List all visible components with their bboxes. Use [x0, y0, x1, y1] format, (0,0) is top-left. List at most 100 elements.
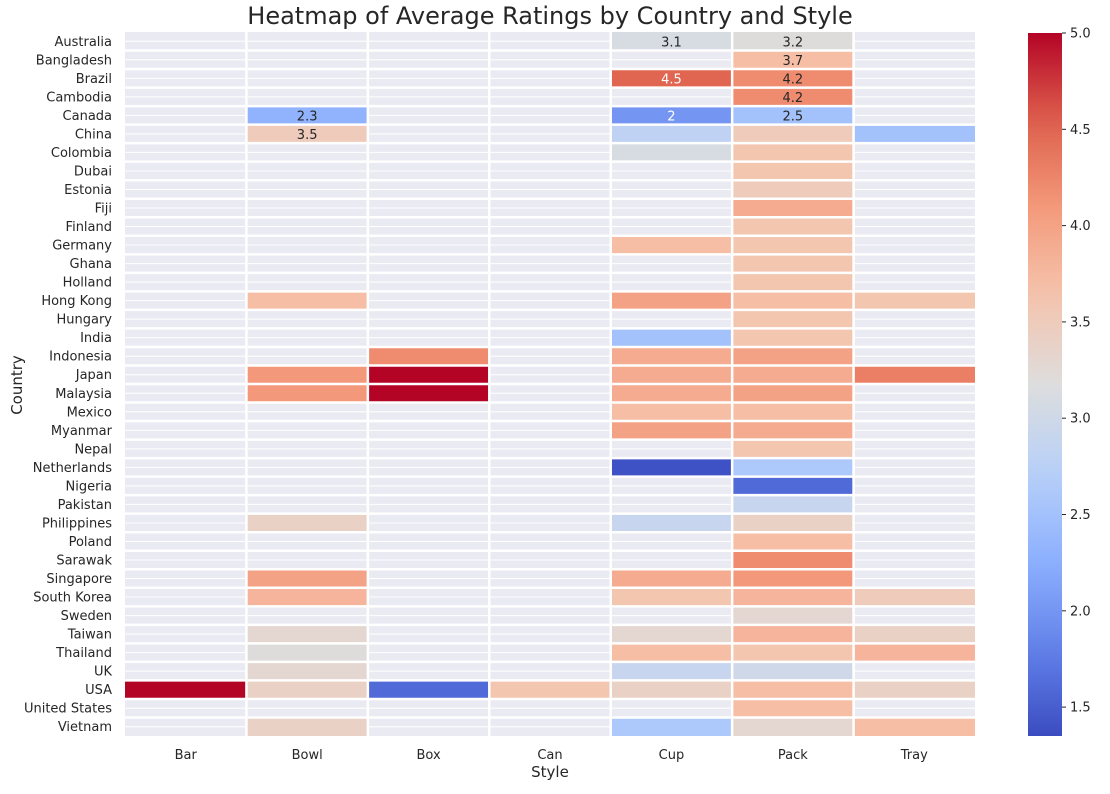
y-tick-label: Dubai	[74, 164, 112, 179]
cell-annotation: 4.2	[783, 72, 804, 87]
heatmap-cell	[246, 106, 368, 125]
heatmap-cell	[732, 458, 854, 477]
heatmap-cell	[853, 124, 975, 144]
heatmap-cell	[732, 272, 854, 292]
y-tick-label: Singapore	[46, 572, 112, 587]
heatmap-cell	[610, 235, 733, 255]
y-axis-label: Country	[8, 355, 26, 415]
y-tick-label: Holland	[63, 276, 112, 291]
y-tick-label: United States	[24, 702, 112, 717]
cell-annotation: 4.2	[783, 91, 804, 106]
y-tick-label: India	[80, 331, 112, 346]
y-tick-label: Japan	[75, 368, 112, 383]
colorbar-tick-label: 5.0	[1070, 27, 1091, 42]
heatmap-cell	[732, 309, 854, 329]
y-tick-label: Fiji	[95, 202, 112, 217]
heatmap-cell	[246, 384, 368, 403]
heatmap-cell	[367, 365, 490, 384]
heatmap-cell	[246, 124, 368, 144]
y-tick-label: Vietnam	[58, 720, 112, 735]
y-tick-label: Indonesia	[49, 350, 112, 365]
heatmap-cell	[732, 69, 854, 88]
heatmap-cell	[610, 124, 733, 144]
heatmap-cell	[853, 365, 975, 384]
heatmap-cell	[853, 624, 975, 644]
heatmap-cell	[732, 328, 854, 347]
heatmap-cell	[610, 624, 733, 644]
y-tick-label: Nepal	[74, 442, 112, 457]
heatmap-cell	[732, 32, 854, 51]
heatmap-cell	[610, 143, 733, 162]
heatmap-cell	[732, 606, 854, 625]
x-axis-label: Style	[531, 763, 569, 781]
heatmap-cell	[853, 643, 975, 662]
heatmap-cell	[610, 717, 733, 736]
heatmap-cell	[246, 291, 368, 310]
colorbar-tick-label: 1.5	[1070, 701, 1091, 716]
y-tick-label: Poland	[69, 535, 112, 550]
heatmap-cell	[246, 624, 368, 644]
y-tick-label: Finland	[66, 220, 112, 235]
heatmap-cell	[610, 643, 733, 662]
heatmap-cell	[732, 624, 854, 644]
heatmap-cell	[610, 328, 733, 347]
heatmap-cell	[246, 587, 368, 607]
heatmap-cell	[367, 680, 490, 699]
heatmap-cell	[246, 365, 368, 384]
heatmap-cell	[732, 365, 854, 384]
y-tick-label: Bangladesh	[36, 53, 112, 68]
heatmap-cell	[367, 384, 490, 403]
heatmap-cell	[610, 661, 733, 681]
heatmap-cell	[732, 402, 854, 422]
colorbar-tick-label: 3.5	[1070, 315, 1091, 330]
colorbar-ticks: 1.5 2.0 2.5 3.0 3.5 4.0 4.5 5.0	[1062, 27, 1091, 716]
y-tick-label: Mexico	[67, 405, 112, 420]
y-tick-label: Cambodia	[46, 90, 112, 105]
y-tick-label: Ghana	[70, 257, 113, 272]
cell-annotation: 4.5	[661, 72, 682, 87]
heatmap-cell	[610, 291, 733, 310]
y-tick-label: South Korea	[33, 591, 112, 606]
y-tick-label: Thailand	[55, 646, 112, 661]
heatmap-cell	[732, 717, 854, 736]
heatmap-cell	[246, 569, 368, 588]
heatmap-cell	[732, 698, 854, 718]
y-tick-label: Netherlands	[33, 461, 112, 476]
heatmap-cell	[732, 384, 854, 403]
heatmap-cell	[732, 439, 854, 459]
y-tick-label: Nigeria	[65, 479, 112, 494]
x-tick-label: Bar	[175, 748, 198, 763]
heatmap-cell	[610, 402, 733, 422]
heatmap-cell	[732, 495, 854, 514]
x-tick-label: Can	[537, 748, 562, 763]
heatmap-cell	[246, 643, 368, 662]
heatmap-cell	[732, 87, 854, 107]
y-tick-labels: Australia Bangladesh Brazil Cambodia Canada C…	[24, 35, 113, 735]
heatmap-cell	[367, 346, 490, 366]
cell-annotation: 3.5	[297, 128, 318, 143]
heatmap-cell	[732, 421, 854, 440]
cell-annotation: 2.5	[783, 109, 804, 124]
y-tick-label: Estonia	[64, 183, 112, 198]
cell-annotation: 2	[667, 109, 675, 124]
y-tick-label: Hong Kong	[41, 294, 112, 309]
heatmap-cell	[610, 569, 733, 588]
heatmap-cell	[732, 106, 854, 125]
y-tick-label: Hungary	[56, 313, 112, 328]
y-tick-label: Myanmar	[51, 424, 113, 439]
heatmap-cell	[732, 587, 854, 607]
heatmap-cell	[610, 32, 733, 51]
heatmap-cell	[853, 587, 975, 607]
x-tick-label: Box	[416, 748, 440, 763]
heatmap-cell	[732, 161, 854, 181]
heatmap-cell	[610, 365, 733, 384]
heatmap-cell	[610, 421, 733, 440]
heatmap-cell	[732, 643, 854, 662]
y-tick-label: UK	[94, 665, 113, 680]
colorbar-tick-label: 2.0	[1070, 604, 1091, 619]
y-tick-label: USA	[85, 683, 112, 698]
heatmap-cell	[732, 124, 854, 144]
heatmap-cell	[125, 680, 247, 699]
heatmap-cell	[610, 106, 733, 125]
